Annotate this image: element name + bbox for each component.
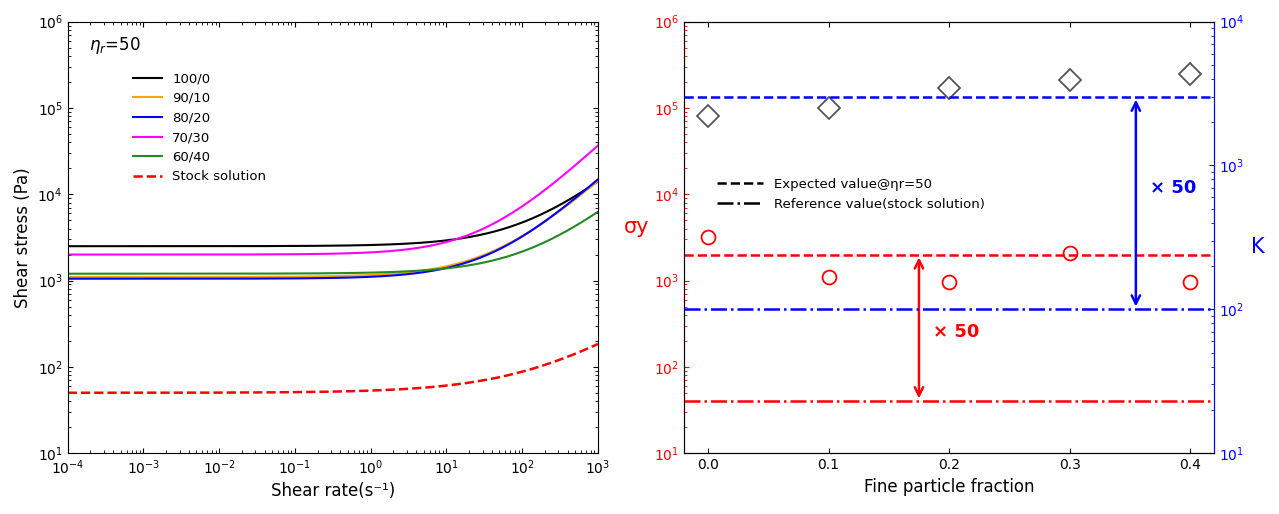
Text: × 50: × 50 <box>1150 179 1197 197</box>
60/40 <box>347 270 362 276</box>
100/0 <box>315 243 330 249</box>
100/0 <box>376 242 391 248</box>
90/10 <box>495 244 510 250</box>
X-axis label: Fine particle fraction: Fine particle fraction <box>863 478 1035 495</box>
60/40 <box>60 270 75 277</box>
Line: 60/40: 60/40 <box>68 212 597 273</box>
80/20 <box>315 275 330 281</box>
80/20 <box>60 276 75 282</box>
100/0 <box>590 178 605 185</box>
Stock solution <box>347 388 362 394</box>
100/0 <box>60 243 75 249</box>
100/0 <box>495 226 510 232</box>
70/30 <box>347 250 362 256</box>
70/30 <box>312 251 327 257</box>
60/40 <box>312 270 327 277</box>
Y-axis label: σy: σy <box>624 217 650 237</box>
70/30 <box>590 142 605 149</box>
Stock solution <box>315 389 330 395</box>
70/30 <box>495 216 510 222</box>
Legend: 100/0, 90/10, 80/20, 70/30, 60/40, Stock solution: 100/0, 90/10, 80/20, 70/30, 60/40, Stock… <box>128 67 271 189</box>
Line: Stock solution: Stock solution <box>68 344 597 393</box>
80/20 <box>577 187 592 193</box>
90/10 <box>376 271 391 278</box>
90/10 <box>60 274 75 280</box>
Line: 90/10: 90/10 <box>68 181 597 277</box>
100/0 <box>577 187 592 193</box>
80/20 <box>376 273 391 279</box>
70/30 <box>577 154 592 160</box>
90/10 <box>590 178 605 184</box>
Line: 100/0: 100/0 <box>68 181 597 246</box>
90/10 <box>577 188 592 194</box>
80/20 <box>312 275 327 281</box>
Line: 70/30: 70/30 <box>68 145 597 254</box>
Legend: Expected value@ηr=50, Reference value(stock solution): Expected value@ηr=50, Reference value(st… <box>712 173 990 216</box>
60/40 <box>376 269 391 276</box>
Stock solution <box>376 387 391 393</box>
Y-axis label: K: K <box>1251 237 1265 258</box>
90/10 <box>312 273 327 280</box>
Stock solution <box>577 346 592 353</box>
70/30 <box>60 251 75 258</box>
60/40 <box>577 217 592 223</box>
60/40 <box>495 255 510 261</box>
80/20 <box>347 274 362 281</box>
Line: 80/20: 80/20 <box>68 179 597 279</box>
Stock solution <box>495 374 510 380</box>
90/10 <box>315 273 330 280</box>
Stock solution <box>590 341 605 347</box>
60/40 <box>590 209 605 215</box>
Text: × 50: × 50 <box>934 323 980 341</box>
90/10 <box>347 272 362 279</box>
70/30 <box>315 251 330 257</box>
80/20 <box>495 245 510 251</box>
60/40 <box>315 270 330 277</box>
100/0 <box>312 243 327 249</box>
Stock solution <box>312 389 327 395</box>
70/30 <box>376 248 391 254</box>
Stock solution <box>60 390 75 396</box>
100/0 <box>347 242 362 248</box>
Text: $\eta_r$=50: $\eta_r$=50 <box>88 34 141 56</box>
Y-axis label: Shear stress (Pa): Shear stress (Pa) <box>14 167 32 308</box>
X-axis label: Shear rate(s⁻¹): Shear rate(s⁻¹) <box>271 482 395 500</box>
80/20 <box>590 176 605 182</box>
